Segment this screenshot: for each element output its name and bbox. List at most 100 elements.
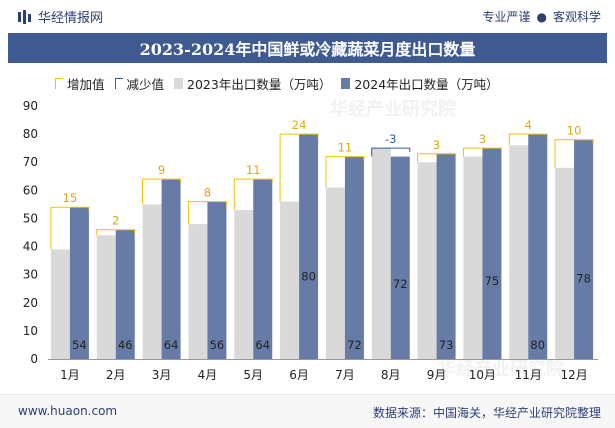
bar-2024 [69,207,89,359]
footer-source: 数据来源：中国海关，华经产业研究院整理 [372,406,601,420]
data-label-2024: 64 [255,338,270,352]
change-label: -3 [385,132,396,146]
increase-bracket [187,201,227,225]
x-tick-label: 1月 [60,368,80,382]
legend-item-2023: 2023年出口数量（万吨） [174,74,331,93]
increase-bracket [462,147,502,157]
increase-bracket [554,139,594,168]
legend-item-increase: 增加值 [55,74,105,93]
x-tick-label: 4月 [198,368,218,382]
data-label-2024: 46 [118,338,133,352]
change-label: 3 [433,138,440,152]
x-tick-label: 9月 [427,368,447,382]
increase-bracket [508,133,548,146]
header-bar: 华经情报网 专业严谨 ● 客观科学 [0,0,615,32]
tagline-right: 客观科学 [552,10,601,24]
brand-logo-icon [18,9,31,24]
bar-2023 [50,249,70,359]
bar-2024 [207,201,227,359]
increase-bracket [50,206,90,250]
chart-title: 2023-2024年中国鲜或冷藏蔬菜月度出口数量 [8,33,607,63]
data-label-2024: 64 [164,338,179,352]
x-tick-label: 6月 [289,368,309,382]
bar-2023 [509,145,529,359]
bar-2023 [188,224,208,359]
y-tick-label: 30 [23,268,38,282]
bar-2023 [234,210,254,359]
legend-item-2024: 2024年出口数量（万吨） [341,74,499,93]
increase-bracket [325,156,365,188]
x-tick-label: 8月 [381,368,401,382]
x-tick-label: 10月 [469,368,496,382]
y-tick-label: 70 [23,155,38,169]
legend-label-decrease: 减少值 [126,76,165,92]
data-label-2024: 56 [210,338,225,352]
increase-bracket [279,133,319,202]
data-label-2024: 78 [576,271,591,285]
bar-2023 [371,148,391,359]
change-label: 11 [338,141,353,155]
bar-2023 [96,235,116,359]
chart-legend: 增加值 减少值 2023年出口数量（万吨） 2024年出口数量（万吨） [55,73,509,93]
change-label: 2 [112,214,119,228]
change-label: 8 [204,186,211,200]
legend-item-decrease: 减少值 [114,74,165,93]
legend-label-2024: 2024年出口数量（万吨） [354,76,499,92]
x-tick-label: 12月 [560,368,587,382]
change-label: 3 [479,132,486,146]
change-label: 11 [246,163,261,177]
x-tick-label: 7月 [335,368,355,382]
x-tick-label: 5月 [243,368,263,382]
data-label-2024: 80 [301,269,316,283]
tagline: 专业严谨 ● 客观科学 [482,8,601,25]
bar-2024 [436,153,456,359]
bar-2023 [555,167,575,359]
x-tick-label: 2月 [106,368,126,382]
bar-2024 [344,156,364,359]
bar-2024 [574,139,594,359]
increase-bracket [96,229,136,236]
tagline-left: 专业严谨 [482,10,531,24]
change-label: 9 [158,163,165,177]
bar-2023 [142,204,162,359]
increase-bracket [142,178,182,205]
data-label-2024: 80 [530,338,545,352]
data-label-2024: 72 [393,277,408,291]
bar-2023 [417,162,437,359]
increase-bracket [417,153,457,163]
data-label-2024: 72 [347,338,362,352]
footer: www.huaon.com 数据来源：中国海关，华经产业研究院整理 [0,394,615,428]
brand[interactable]: 华经情报网 [18,7,103,26]
legend-swatch-2024 [341,77,351,89]
y-tick-label: 90 [23,99,38,113]
bar-2023 [280,201,300,359]
bar-2024 [482,148,502,359]
increase-bracket [233,178,273,211]
y-tick-label: 10 [23,324,38,338]
change-label: 10 [567,124,582,138]
bar-2024 [299,134,319,359]
change-label: 15 [63,191,78,205]
bar-2024 [528,134,548,359]
legend-swatch-decrease [114,77,123,89]
bar-2023 [325,187,345,359]
x-tick-label: 11月 [515,368,542,382]
legend-label-2023: 2023年出口数量（万吨） [187,76,332,92]
legend-label-increase: 增加值 [67,76,105,92]
tagline-dot: ● [536,10,547,24]
bar-2024 [390,156,410,359]
footer-site-link[interactable]: www.huaon.com [18,404,118,418]
change-label: 4 [525,118,532,132]
legend-swatch-increase [55,77,63,89]
data-label-2024: 73 [439,338,454,352]
bar-2024 [253,179,273,359]
bar-2024 [115,229,135,359]
data-label-2024: 54 [72,338,87,352]
y-tick-label: 50 [23,211,38,225]
bar-2024 [161,179,181,359]
y-tick-label: 0 [30,352,38,366]
legend-swatch-2023 [174,77,184,89]
y-tick-label: 80 [23,127,38,141]
y-tick-label: 20 [23,296,38,310]
brand-name: 华经情报网 [38,11,104,26]
